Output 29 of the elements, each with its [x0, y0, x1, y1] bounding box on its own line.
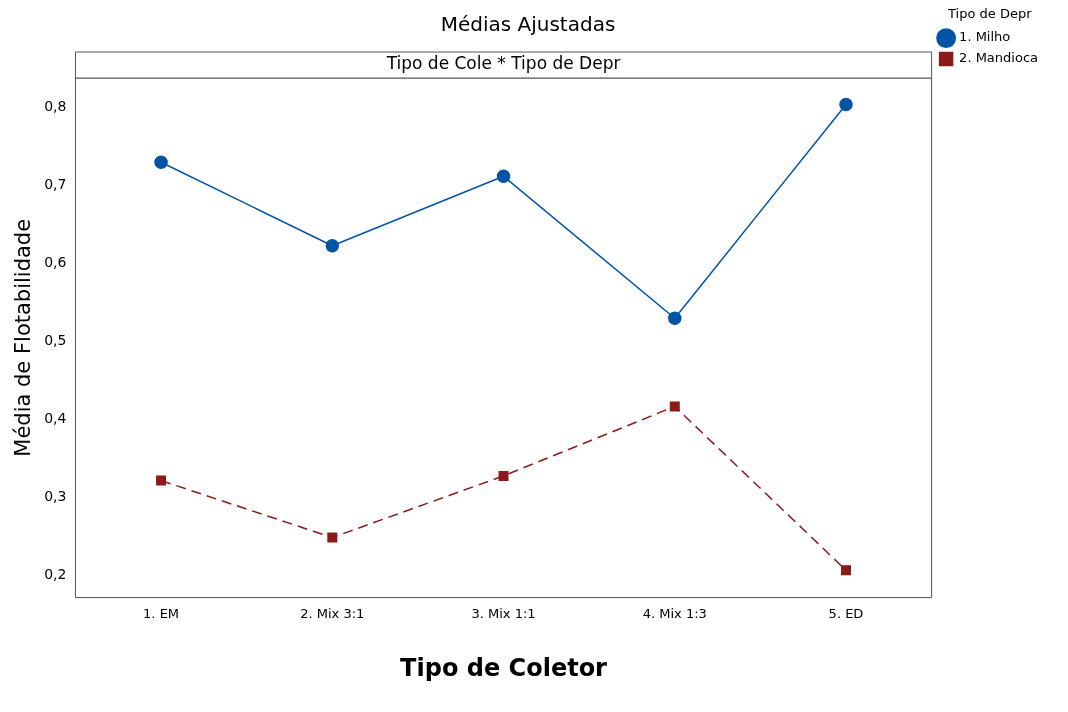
y-tick-label: 0,2 — [44, 566, 67, 583]
point — [668, 311, 682, 326]
point — [839, 97, 853, 112]
point — [669, 401, 680, 412]
y-tick-label: 0,8 — [44, 98, 67, 115]
legend-label: 2. Mandioca — [959, 50, 1038, 66]
point — [498, 470, 509, 481]
chart-title: Médias Ajustadas — [440, 12, 616, 37]
x-tick-label: 2. Mix 3:1 — [300, 605, 365, 621]
x-tick-label: 3. Mix 1:1 — [471, 605, 536, 621]
x-tick-label: 5. ED — [828, 605, 864, 621]
y-tick-label: 0,7 — [44, 176, 67, 193]
y-tick-label: 0,3 — [44, 488, 67, 505]
x-tick-label: 1. EM — [143, 605, 180, 621]
point — [154, 155, 168, 170]
point — [327, 532, 338, 543]
point — [156, 475, 167, 486]
y-axis-title: Média de Flotabilidade — [11, 218, 36, 457]
y-tick-label: 0,4 — [44, 410, 67, 427]
point — [496, 169, 511, 184]
legend-title: Tipo de Depr — [947, 5, 1033, 21]
y-tick-label: 0,5 — [44, 332, 67, 349]
point — [841, 565, 851, 576]
point — [325, 238, 340, 253]
x-tick-label: 4. Mix 1:3 — [642, 605, 707, 621]
legend-label: 1. Milho — [959, 29, 1011, 45]
x-axis-title: Tipo de Coletor — [400, 653, 608, 682]
y-tick-label: 0,6 — [44, 254, 67, 271]
chart-subtitle: Tipo de Cole * Tipo de Depr — [385, 53, 621, 74]
